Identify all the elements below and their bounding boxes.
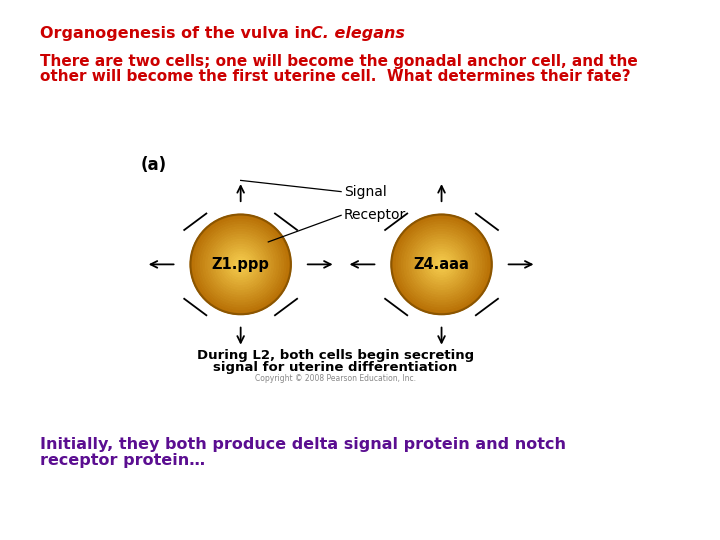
Ellipse shape: [436, 259, 446, 269]
Ellipse shape: [208, 232, 274, 297]
Text: Organogenesis of the vulva in: Organogenesis of the vulva in: [40, 26, 317, 41]
Text: other will become the first uterine cell.  What determines their fate?: other will become the first uterine cell…: [40, 69, 630, 84]
Ellipse shape: [220, 245, 261, 285]
Ellipse shape: [409, 232, 474, 297]
Ellipse shape: [399, 222, 485, 307]
Ellipse shape: [200, 225, 281, 305]
Ellipse shape: [205, 230, 276, 299]
Ellipse shape: [429, 252, 454, 277]
Ellipse shape: [396, 219, 487, 309]
Text: signal for uterine differentiation: signal for uterine differentiation: [213, 361, 458, 374]
Text: Z4.aaa: Z4.aaa: [413, 257, 469, 272]
Ellipse shape: [414, 237, 469, 292]
Text: Z1.ppp: Z1.ppp: [212, 257, 269, 272]
Ellipse shape: [223, 247, 258, 282]
Ellipse shape: [426, 249, 456, 279]
Ellipse shape: [411, 234, 472, 294]
Ellipse shape: [203, 227, 279, 302]
Ellipse shape: [193, 217, 289, 312]
Ellipse shape: [424, 247, 459, 282]
Text: Receptor: Receptor: [344, 208, 406, 222]
Ellipse shape: [225, 249, 256, 279]
Text: C. elegans: C. elegans: [311, 26, 405, 41]
Ellipse shape: [439, 262, 444, 267]
Ellipse shape: [419, 242, 464, 287]
Ellipse shape: [218, 242, 264, 287]
Ellipse shape: [238, 262, 243, 267]
Text: Initially, they both produce delta signal protein and notch: Initially, they both produce delta signa…: [40, 437, 566, 453]
Ellipse shape: [416, 239, 467, 289]
Text: During L2, both cells begin secreting: During L2, both cells begin secreting: [197, 349, 474, 362]
Ellipse shape: [235, 259, 246, 269]
Ellipse shape: [198, 222, 284, 307]
Ellipse shape: [190, 214, 291, 314]
Ellipse shape: [230, 254, 251, 274]
Ellipse shape: [434, 257, 449, 272]
Ellipse shape: [394, 217, 490, 312]
Ellipse shape: [401, 225, 482, 305]
Text: Signal: Signal: [344, 185, 387, 199]
Text: (a): (a): [140, 156, 166, 174]
Text: There are two cells; one will become the gonadal anchor cell, and the: There are two cells; one will become the…: [40, 54, 637, 69]
Ellipse shape: [213, 237, 269, 292]
Ellipse shape: [195, 219, 286, 309]
Ellipse shape: [215, 239, 266, 289]
Ellipse shape: [210, 234, 271, 294]
Ellipse shape: [233, 257, 248, 272]
Ellipse shape: [406, 230, 477, 299]
Text: receptor protein…: receptor protein…: [40, 453, 204, 468]
Ellipse shape: [392, 214, 492, 314]
Ellipse shape: [404, 227, 480, 302]
Ellipse shape: [228, 252, 253, 277]
Ellipse shape: [421, 245, 462, 285]
Ellipse shape: [431, 254, 451, 274]
Text: Copyright © 2008 Pearson Education, Inc.: Copyright © 2008 Pearson Education, Inc.: [255, 374, 416, 383]
